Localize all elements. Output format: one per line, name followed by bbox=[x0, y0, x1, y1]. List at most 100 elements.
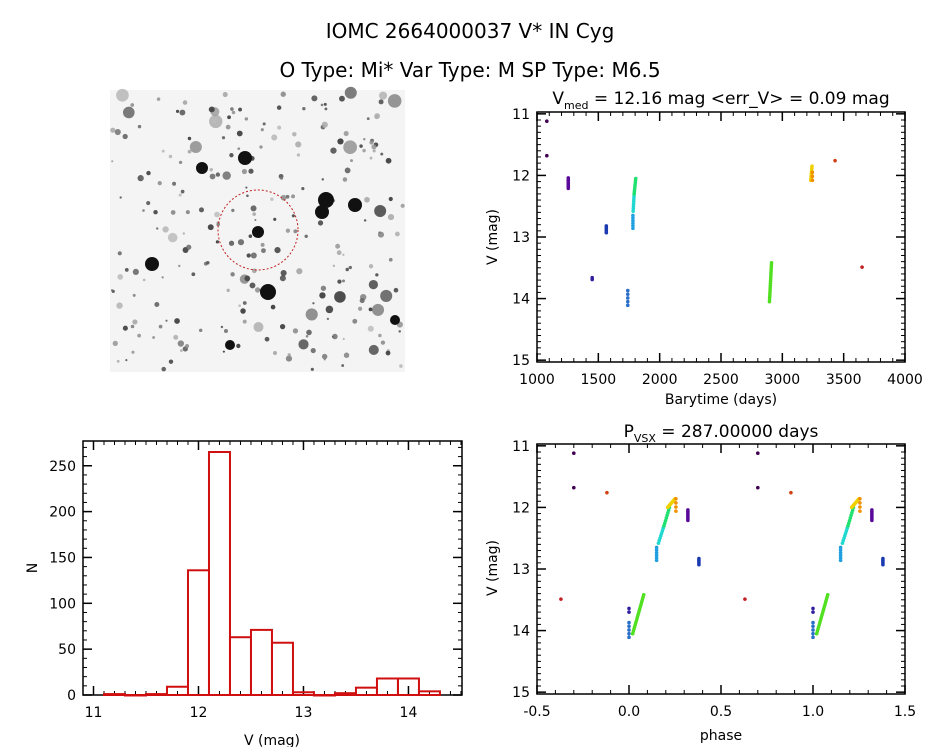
data-point bbox=[858, 509, 862, 513]
bright-star bbox=[145, 257, 159, 271]
data-point bbox=[627, 620, 631, 625]
star bbox=[156, 97, 161, 101]
histogram-plot: 11 12 13 14 0 50 100 150 200 250 bbox=[49, 440, 463, 721]
star bbox=[305, 334, 309, 338]
star bbox=[230, 107, 234, 111]
bright-star bbox=[252, 226, 264, 238]
star bbox=[131, 350, 135, 354]
star bbox=[122, 106, 135, 119]
data-point bbox=[631, 223, 635, 228]
data-point bbox=[545, 119, 549, 124]
star bbox=[248, 234, 253, 238]
star bbox=[371, 303, 385, 316]
star bbox=[334, 291, 346, 303]
star bbox=[254, 218, 257, 222]
star bbox=[222, 92, 228, 98]
y-tick-label: 50 bbox=[58, 642, 76, 658]
star bbox=[231, 110, 236, 115]
star bbox=[198, 207, 205, 213]
star bbox=[323, 125, 326, 129]
data-point bbox=[838, 558, 843, 563]
star bbox=[173, 334, 179, 340]
data-point bbox=[654, 548, 659, 552]
data-point bbox=[838, 555, 843, 560]
data-point bbox=[810, 164, 814, 168]
data-point bbox=[627, 606, 631, 611]
x-tick-label: 1.5 bbox=[894, 704, 916, 720]
star bbox=[378, 333, 382, 338]
star bbox=[223, 328, 228, 333]
x-tick-label: 1000 bbox=[519, 372, 555, 388]
phase-ylabel: V (mag) bbox=[485, 540, 501, 596]
y-tick-label: 15 bbox=[512, 685, 530, 701]
bright-star bbox=[390, 315, 400, 325]
star bbox=[301, 186, 305, 191]
star bbox=[241, 168, 248, 175]
x-tick-label: 11 bbox=[85, 705, 103, 721]
data-point bbox=[631, 218, 635, 223]
star bbox=[344, 86, 357, 99]
star bbox=[125, 359, 128, 362]
star bbox=[152, 336, 155, 339]
star bbox=[179, 349, 183, 353]
star bbox=[187, 136, 192, 141]
star bbox=[306, 329, 312, 336]
star bbox=[168, 359, 174, 364]
star bbox=[321, 353, 328, 360]
star bbox=[292, 328, 299, 334]
star bbox=[380, 289, 393, 302]
data-point bbox=[572, 451, 576, 456]
star bbox=[302, 106, 306, 111]
star bbox=[320, 103, 324, 107]
star bbox=[168, 154, 173, 159]
data-point bbox=[756, 485, 760, 490]
data-point bbox=[811, 624, 815, 629]
star bbox=[312, 302, 315, 305]
star bbox=[368, 264, 374, 269]
star bbox=[185, 210, 190, 215]
star bbox=[122, 133, 128, 140]
y-tick-label: 100 bbox=[49, 596, 76, 612]
star bbox=[385, 157, 392, 164]
star bbox=[368, 344, 379, 355]
data-point bbox=[627, 631, 631, 636]
data-point bbox=[811, 620, 815, 625]
plot-frame bbox=[536, 443, 906, 695]
phase-title: PVSX = 287.00000 days bbox=[624, 422, 819, 445]
star bbox=[112, 340, 118, 347]
star bbox=[374, 205, 387, 218]
data-point bbox=[631, 226, 635, 231]
star bbox=[311, 95, 318, 102]
histogram-bar bbox=[312, 694, 336, 697]
star bbox=[332, 333, 338, 340]
star bbox=[230, 272, 235, 277]
star bbox=[371, 144, 377, 150]
star bbox=[276, 105, 282, 110]
star bbox=[270, 304, 276, 310]
star bbox=[342, 337, 345, 341]
star bbox=[225, 124, 231, 130]
star bbox=[178, 264, 181, 268]
star bbox=[348, 265, 352, 270]
star bbox=[157, 181, 162, 186]
star bbox=[339, 95, 345, 102]
star bbox=[343, 352, 350, 358]
data-point bbox=[674, 509, 678, 513]
star bbox=[167, 232, 178, 243]
star bbox=[350, 159, 353, 163]
star bbox=[130, 324, 135, 329]
star bbox=[374, 113, 381, 119]
star bbox=[305, 308, 318, 321]
star bbox=[119, 196, 122, 199]
y-tick-label: 15 bbox=[512, 353, 530, 369]
data-point bbox=[838, 548, 843, 552]
star bbox=[172, 181, 177, 186]
x-tick-label: 12 bbox=[190, 705, 208, 721]
star bbox=[279, 275, 286, 282]
data-point bbox=[825, 593, 830, 597]
data-point bbox=[605, 490, 609, 495]
star bbox=[387, 213, 395, 221]
star bbox=[342, 279, 345, 283]
star bbox=[182, 100, 188, 105]
